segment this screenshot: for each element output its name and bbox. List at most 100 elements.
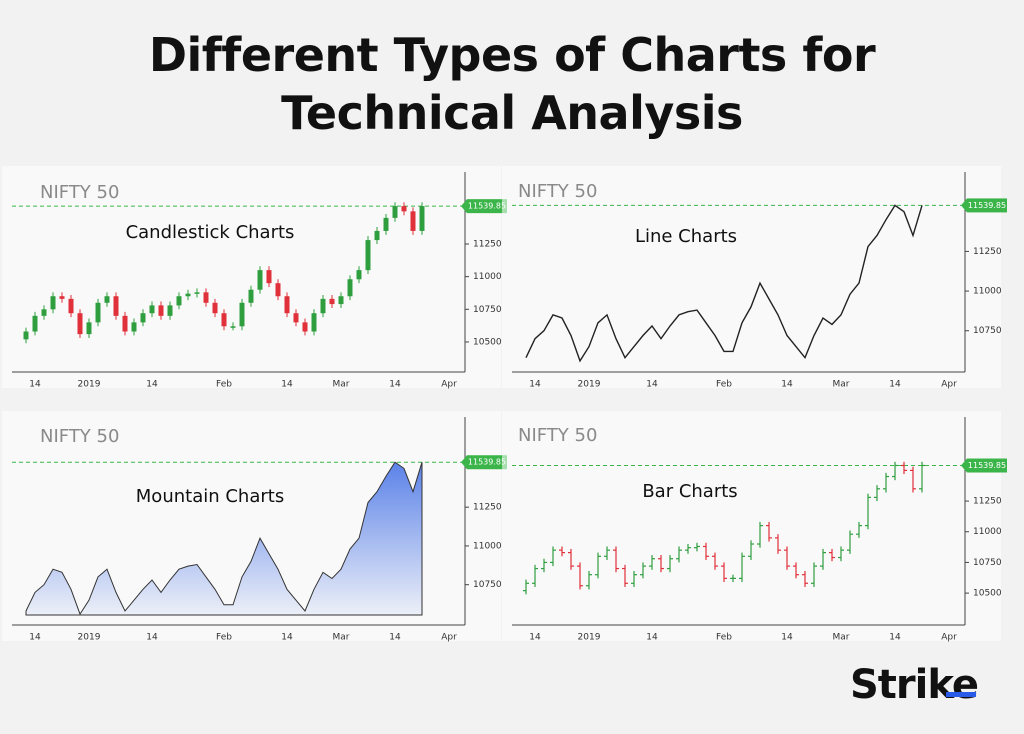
candle-body <box>239 302 245 327</box>
x-tick-label: 14 <box>146 380 158 390</box>
last-price-box <box>467 199 507 214</box>
chart-panel: NIFTY 50 Mountain Charts 10750 11000 11250 14… <box>2 411 507 643</box>
x-tick-label: Mar <box>833 633 850 643</box>
x-tick-label: Apr <box>941 380 957 390</box>
candle-body <box>194 292 200 294</box>
candle-body <box>212 302 218 314</box>
candle-body <box>140 313 146 323</box>
chart-title: Candlestick Charts <box>126 222 295 243</box>
candle-body <box>95 302 101 323</box>
chart-title: Line Charts <box>635 226 737 247</box>
candle-body <box>203 292 209 303</box>
x-tick-label: 14 <box>529 380 541 390</box>
last-price-label: 11539.85 <box>968 461 1006 470</box>
x-tick-label: Apr <box>941 633 957 643</box>
price-area <box>25 461 423 616</box>
x-tick-label: Feb <box>216 633 232 643</box>
x-tick-label: 14 <box>389 633 401 643</box>
y-tick-label: 10750 <box>473 580 502 590</box>
chart-title: Mountain Charts <box>136 486 284 507</box>
candle-body <box>185 293 191 297</box>
x-tick-label: 14 <box>889 633 901 643</box>
x-tick-label: Mar <box>333 633 350 643</box>
x-tick-label: Feb <box>716 380 732 390</box>
last-price-label: 11539.85 <box>468 458 506 467</box>
chart-label: NIFTY 50 <box>518 181 597 202</box>
candle-body <box>419 206 425 231</box>
last-price-arrow <box>961 198 967 213</box>
y-tick-label: 10750 <box>973 326 1002 336</box>
candle-body <box>410 211 416 231</box>
candle-body <box>356 270 362 280</box>
candle-body <box>329 298 335 305</box>
y-tick-label: 11250 <box>973 497 1002 507</box>
x-tick-label: 2019 <box>78 633 101 643</box>
candle-body <box>59 296 65 299</box>
x-tick-label: Apr <box>441 633 457 643</box>
logo: Strike <box>849 662 979 708</box>
candle-body <box>23 331 29 340</box>
candle-body <box>104 296 110 303</box>
chart-label: NIFTY 50 <box>40 426 119 447</box>
candle-body <box>275 283 281 297</box>
last-price-box <box>967 198 1007 213</box>
chart-label: NIFTY 50 <box>518 425 597 446</box>
x-tick-label: 14 <box>389 380 401 390</box>
x-tick-label: Feb <box>216 380 232 390</box>
candle-body <box>32 315 38 332</box>
candle-body <box>167 305 173 316</box>
x-tick-label: 14 <box>29 633 41 643</box>
y-tick-label: 10750 <box>973 558 1002 568</box>
x-tick-label: 14 <box>889 380 901 390</box>
x-tick-label: Mar <box>333 380 350 390</box>
chart-panel: NIFTY 50 Candlestick Charts 10500 10750 1100… <box>2 166 507 390</box>
page-title: Different Types of Charts for Technical … <box>148 28 876 140</box>
candle-body <box>365 240 371 271</box>
x-tick-label: 14 <box>281 633 293 643</box>
candle-body <box>347 279 353 297</box>
x-tick-label: 14 <box>281 380 293 390</box>
candle-body <box>293 313 299 323</box>
last-price-arrow <box>461 455 467 470</box>
y-tick-label: 10500 <box>973 589 1002 599</box>
last-price-label: 11539.85 <box>468 202 506 211</box>
candle-body <box>320 298 326 314</box>
candle-body <box>68 298 74 314</box>
x-tick-label: 14 <box>146 633 158 643</box>
candle-body <box>221 313 227 327</box>
plot-background <box>2 166 501 388</box>
candle-body <box>41 309 47 316</box>
candle-body <box>311 313 317 332</box>
x-tick-label: 2019 <box>578 633 601 643</box>
candle-body <box>50 296 56 310</box>
candle-body <box>176 296 182 306</box>
y-tick-label: 10750 <box>473 305 502 315</box>
y-tick-label: 11250 <box>473 503 502 513</box>
candle-body <box>113 296 119 316</box>
candle-body <box>86 322 92 335</box>
x-tick-label: 14 <box>646 633 658 643</box>
x-tick-label: 14 <box>781 380 793 390</box>
plot-background <box>502 166 1001 388</box>
y-tick-label: 11000 <box>973 527 1002 537</box>
candle-body <box>131 322 137 332</box>
x-tick-label: 14 <box>781 633 793 643</box>
y-tick-label: 11000 <box>473 272 502 282</box>
x-tick-label: 14 <box>29 380 41 390</box>
candle-body <box>392 206 398 218</box>
y-tick-label: 11250 <box>473 240 502 250</box>
chart-panel: NIFTY 50 Line Charts 10750 11000 11250 14 2019… <box>502 166 1007 390</box>
x-tick-label: 14 <box>529 633 541 643</box>
candle-body <box>383 217 389 231</box>
x-tick-label: 14 <box>646 380 658 390</box>
candle-body <box>122 315 128 332</box>
x-tick-label: Feb <box>716 633 732 643</box>
candle-body <box>374 230 380 241</box>
candle-body <box>248 289 254 303</box>
y-tick-label: 10500 <box>473 337 502 347</box>
plot-background <box>502 411 1001 641</box>
last-price-arrow <box>461 199 467 214</box>
candle-body <box>149 305 155 314</box>
